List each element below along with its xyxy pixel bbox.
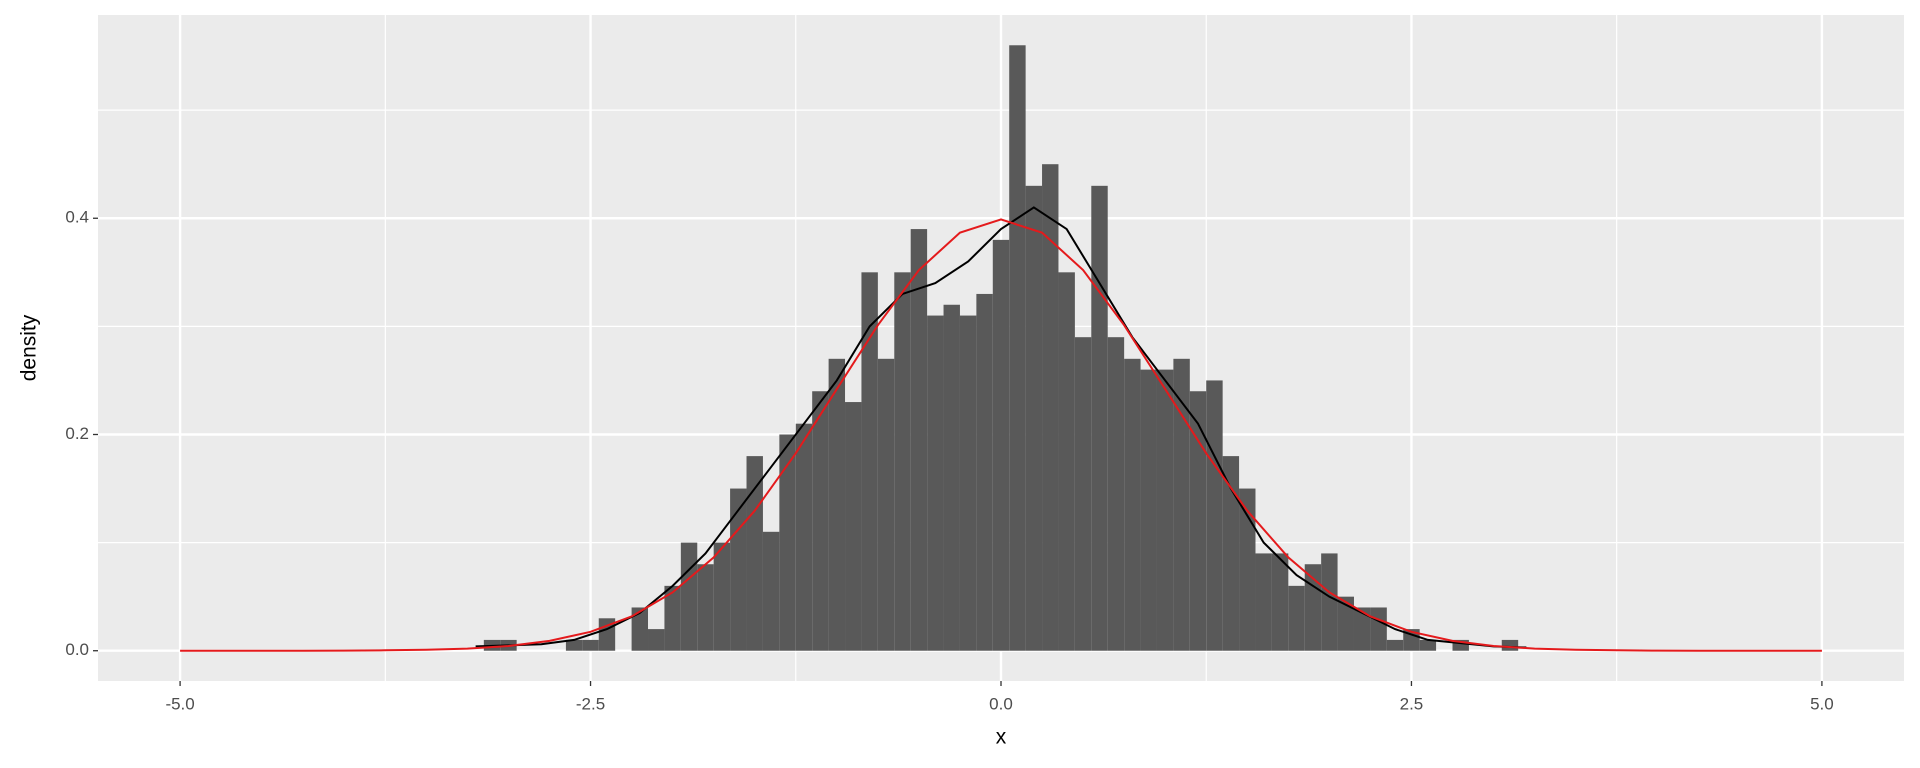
bar	[812, 391, 829, 651]
bar	[1025, 185, 1043, 651]
bar	[795, 423, 813, 651]
bar	[1042, 164, 1059, 651]
bar	[1271, 553, 1289, 651]
bar	[582, 639, 599, 651]
bar	[927, 315, 944, 651]
bar	[1206, 380, 1223, 651]
y-tick-label: 0.0	[65, 640, 89, 659]
bar	[1189, 391, 1207, 651]
bar	[1222, 456, 1240, 651]
bar	[894, 272, 911, 651]
bar	[861, 272, 878, 651]
axes: -5.0 -2.5 0.0 2.5 5.0 0.0 0.2 0.4	[65, 208, 1833, 714]
bar	[943, 304, 960, 651]
bar	[1288, 585, 1305, 651]
bar	[992, 239, 1010, 651]
marks	[180, 45, 1822, 652]
bar	[664, 585, 681, 651]
bar	[730, 488, 747, 651]
bar	[1156, 369, 1174, 651]
bar	[828, 358, 846, 651]
density-curve	[180, 218, 1822, 652]
bar	[1403, 629, 1420, 651]
y-tick-label: 0.4	[65, 208, 89, 227]
bar	[1370, 607, 1387, 651]
x-tick-label: 5.0	[1810, 694, 1834, 713]
bar	[762, 531, 780, 651]
bar	[910, 229, 928, 651]
bar	[1091, 185, 1108, 651]
x-tick-label: 2.5	[1400, 694, 1424, 713]
bar	[680, 542, 698, 651]
bar	[1058, 272, 1075, 651]
x-tick-label: -2.5	[576, 694, 605, 713]
bar	[1255, 553, 1272, 651]
bar	[976, 293, 993, 651]
bar	[959, 315, 977, 651]
x-tick-label: -5.0	[165, 694, 194, 713]
bar	[648, 629, 665, 651]
bar	[713, 542, 731, 651]
bar	[565, 639, 583, 651]
bar	[779, 434, 796, 651]
bar	[1501, 639, 1519, 651]
bar	[1321, 553, 1338, 651]
bar	[1304, 564, 1322, 651]
bar	[1419, 639, 1437, 651]
y-axis-title: density	[18, 314, 41, 381]
bar	[1124, 358, 1141, 651]
bar	[1107, 337, 1125, 651]
bar	[1009, 45, 1026, 651]
bar	[1140, 369, 1157, 651]
x-tick-label: 0.0	[989, 694, 1013, 713]
bar	[746, 456, 763, 651]
bar	[1452, 639, 1469, 651]
bar	[1353, 607, 1371, 651]
bar	[1173, 358, 1190, 651]
bar	[697, 564, 714, 651]
bar	[845, 402, 862, 651]
bar	[1074, 337, 1092, 651]
y-tick-label: 0.2	[65, 424, 89, 443]
x-axis-title: x	[996, 726, 1007, 749]
bar	[1386, 639, 1404, 651]
bar	[631, 607, 649, 651]
bar	[1239, 488, 1256, 651]
bar	[877, 358, 895, 651]
bar	[1337, 596, 1354, 651]
density-curve	[475, 206, 1527, 649]
